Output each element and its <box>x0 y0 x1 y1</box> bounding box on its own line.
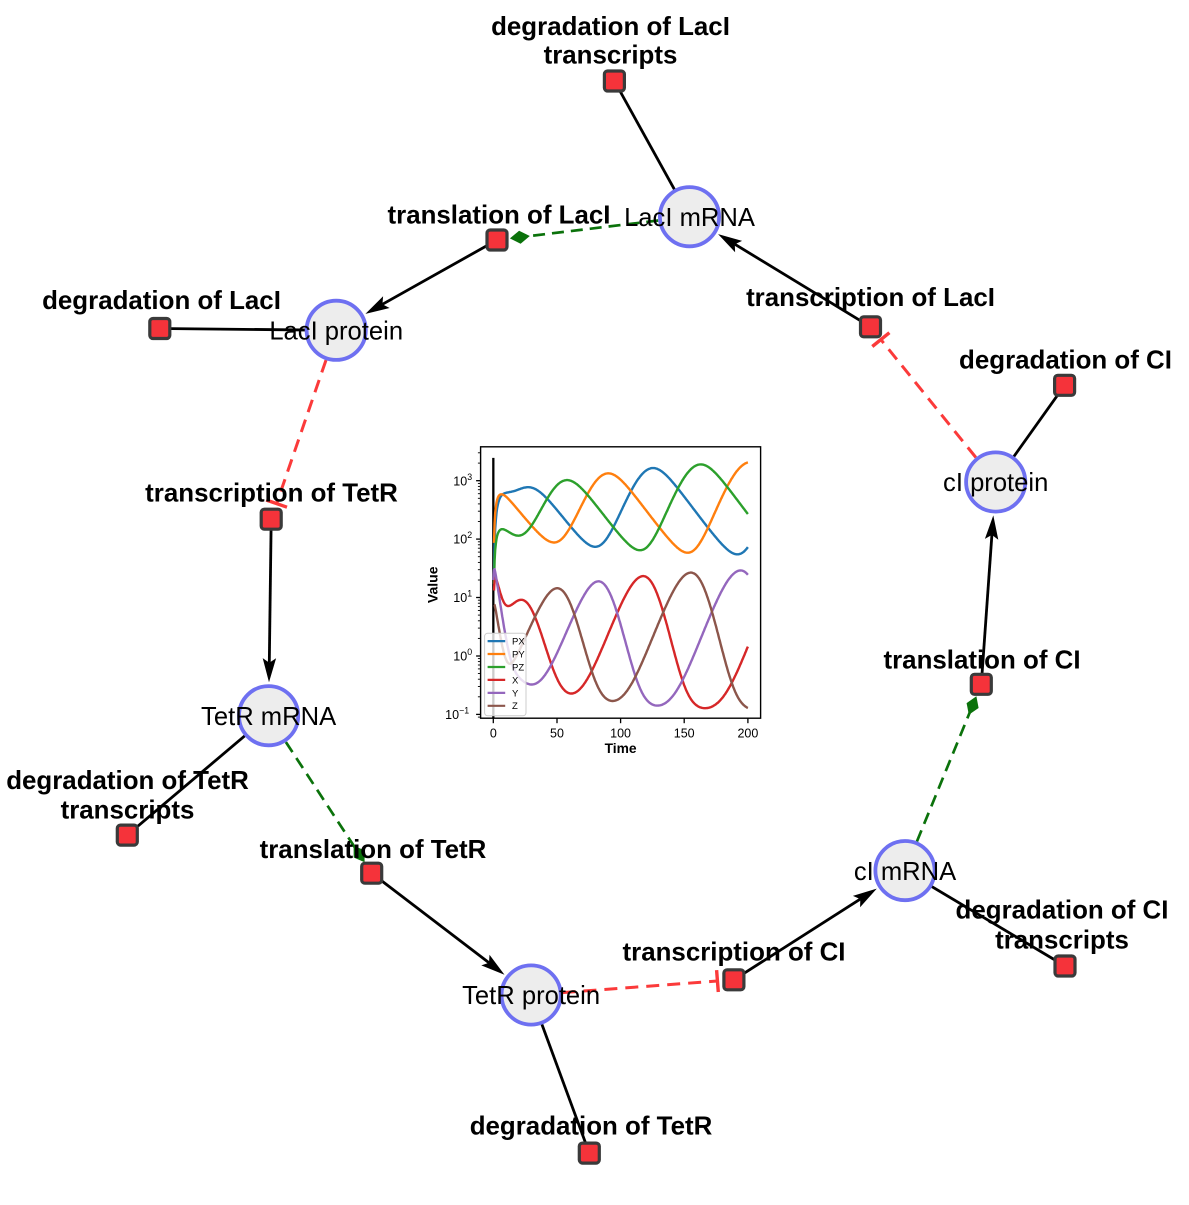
svg-text:0: 0 <box>490 727 497 741</box>
svg-text:degradation of LacI: degradation of LacI <box>42 287 281 315</box>
svg-text:X: X <box>512 675 519 686</box>
svg-text:degradation of CI: degradation of CI <box>956 896 1169 924</box>
svg-text:LacI mRNA: LacI mRNA <box>624 204 756 232</box>
svg-text:200: 200 <box>737 727 758 741</box>
svg-text:transcripts: transcripts <box>995 926 1129 954</box>
svg-text:Time: Time <box>605 741 637 756</box>
svg-text:cI mRNA: cI mRNA <box>854 858 957 886</box>
svg-text:degradation of TetR: degradation of TetR <box>470 1113 713 1141</box>
svg-text:degradation of CI: degradation of CI <box>959 346 1172 374</box>
svg-text:PX: PX <box>512 637 525 648</box>
svg-text:50: 50 <box>550 727 564 741</box>
svg-text:150: 150 <box>674 727 695 741</box>
svg-text:TetR mRNA: TetR mRNA <box>201 703 337 731</box>
svg-text:transcription of TetR: transcription of TetR <box>145 480 398 508</box>
svg-text:translation of TetR: translation of TetR <box>260 836 487 864</box>
svg-text:100: 100 <box>610 727 631 741</box>
svg-text:degradation of TetR: degradation of TetR <box>6 767 249 795</box>
svg-text:translation of LacI: translation of LacI <box>388 202 611 230</box>
svg-text:Y: Y <box>512 688 519 699</box>
svg-text:Value: Value <box>424 566 440 603</box>
svg-text:TetR protein: TetR protein <box>462 982 600 1010</box>
svg-text:PY: PY <box>512 649 525 660</box>
svg-text:Z: Z <box>512 701 518 712</box>
svg-text:transcripts: transcripts <box>544 42 678 70</box>
svg-text:cI protein: cI protein <box>943 469 1048 497</box>
svg-text:transcription of LacI: transcription of LacI <box>746 284 995 312</box>
svg-text:PZ: PZ <box>512 662 524 673</box>
svg-text:translation of CI: translation of CI <box>883 646 1080 674</box>
svg-text:transcription of CI: transcription of CI <box>623 939 846 967</box>
svg-text:LacI protein: LacI protein <box>269 318 403 346</box>
svg-text:degradation of LacI: degradation of LacI <box>491 13 730 41</box>
svg-text:transcripts: transcripts <box>61 796 195 824</box>
